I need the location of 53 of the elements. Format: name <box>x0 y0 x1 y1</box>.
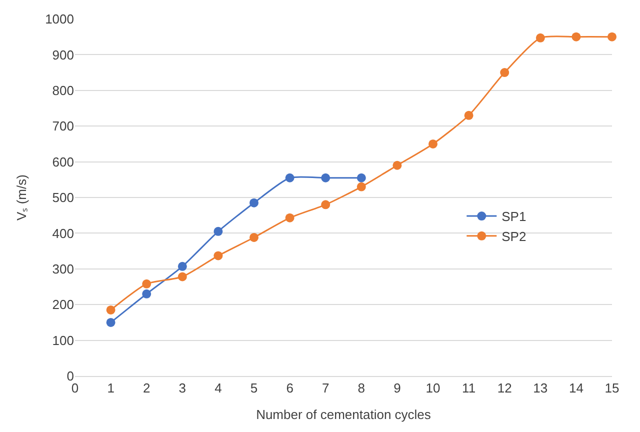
point <box>356 173 366 182</box>
point <box>321 173 330 182</box>
legend-label: SP1 <box>502 209 526 224</box>
point <box>464 110 474 120</box>
y-tick-label: 700 <box>52 118 74 134</box>
y-axis-title: Vₛ (m/s) <box>14 174 30 220</box>
point <box>428 139 438 148</box>
point <box>321 200 330 210</box>
x-tick-label: 1 <box>107 380 114 396</box>
x-tick-label: 2 <box>142 380 150 396</box>
point <box>572 32 581 42</box>
point <box>142 279 152 288</box>
point <box>392 160 402 170</box>
x-tick-label: 14 <box>568 380 584 396</box>
point <box>106 318 116 327</box>
x-tick-label: 8 <box>358 380 366 396</box>
x-tick-label: 3 <box>178 380 186 396</box>
y-tick-label: 300 <box>52 261 74 276</box>
point <box>106 305 116 314</box>
point <box>178 262 187 271</box>
point <box>214 226 223 236</box>
y-tick-label: 0 <box>66 368 74 384</box>
point <box>500 68 510 78</box>
point <box>285 173 294 182</box>
point <box>356 182 366 192</box>
x-tick-label: 9 <box>394 380 401 396</box>
x-tick-label: 11 <box>462 380 476 396</box>
point <box>250 232 258 242</box>
point <box>250 198 258 208</box>
x-axis-title: Number of cementation cycles <box>256 407 432 422</box>
legend-label: SP2 <box>502 228 526 244</box>
y-tick-label: 500 <box>52 190 74 206</box>
point <box>142 289 152 298</box>
x-tick-label: 5 <box>250 380 258 396</box>
x-tick-label: 6 <box>286 380 294 396</box>
y-tick-label: 100 <box>52 332 74 348</box>
point <box>536 33 545 42</box>
y-tick-label: 800 <box>52 82 74 98</box>
x-tick-label: 12 <box>497 380 512 396</box>
point <box>214 251 223 260</box>
x-tick-label: 7 <box>322 380 330 396</box>
y-tick-label: 900 <box>52 47 74 62</box>
x-tick-label: 15 <box>604 380 620 396</box>
point <box>178 272 187 282</box>
x-tick-label: 13 <box>533 380 548 396</box>
point <box>608 32 616 42</box>
y-tick-label: 400 <box>52 226 74 241</box>
x-tick-label: 4 <box>214 380 222 396</box>
x-tick-label: 10 <box>426 380 440 396</box>
point <box>285 213 294 222</box>
y-tick-label: 200 <box>52 297 74 312</box>
y-tick-label: 1000 <box>45 12 74 27</box>
y-tick-label: 600 <box>52 154 74 170</box>
